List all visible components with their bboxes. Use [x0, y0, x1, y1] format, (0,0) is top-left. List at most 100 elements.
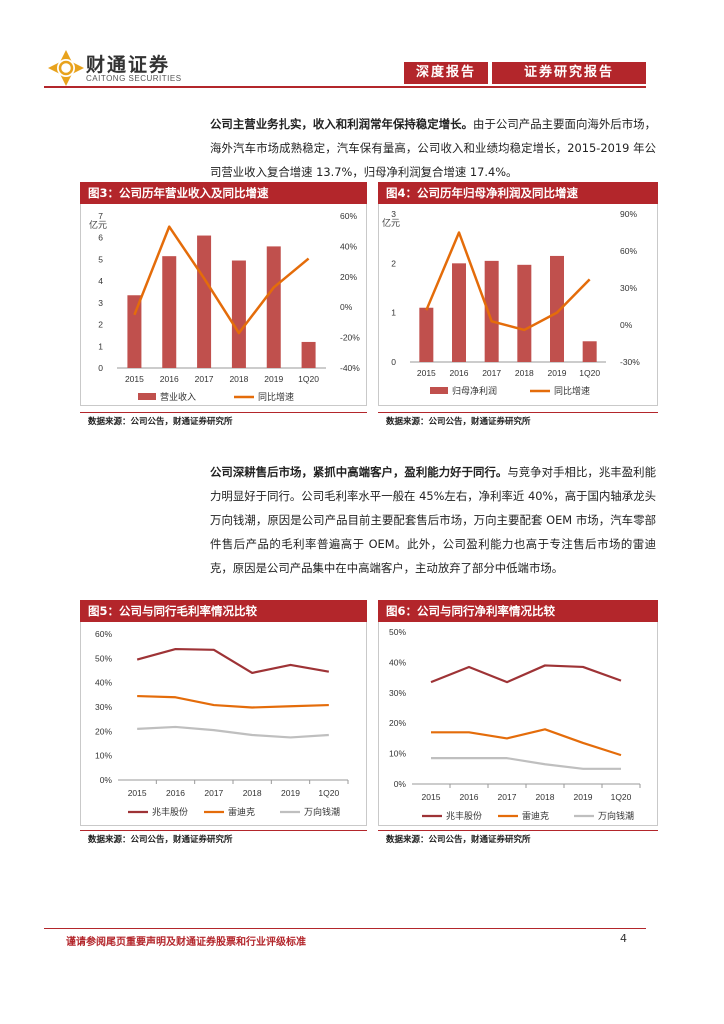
x-tick-label: 2015: [417, 368, 436, 378]
fig4-source-line: [378, 412, 658, 413]
x-tick-label: 2018: [515, 368, 534, 378]
y-tick-label: 40%: [95, 678, 112, 688]
page-number: 4: [620, 932, 627, 945]
y-left-tick-label: 3: [98, 298, 103, 308]
y-left-tick-label: 2: [98, 320, 103, 330]
x-tick-label: 2017: [498, 792, 517, 802]
series-line: [137, 725, 329, 739]
y-tick-label: 20%: [95, 726, 112, 736]
y-right-tick-label: 90%: [620, 209, 637, 219]
bar: [484, 260, 499, 362]
x-tick-label: 2019: [281, 788, 300, 798]
x-tick-label: 2019: [548, 368, 567, 378]
x-tick-label: 2015: [125, 374, 144, 384]
y-left-tick-label: 5: [98, 254, 103, 264]
bar: [266, 246, 281, 368]
y-unit-label: 亿元: [382, 217, 400, 228]
paragraph-body: 与竞争对手相比，兆丰盈利能力明显好于同行。公司毛利率水平一般在 45%左右，净利…: [210, 465, 656, 575]
bar: [550, 255, 564, 362]
fig3-title: 图3：公司历年营业收入及同比增速: [80, 182, 367, 204]
paragraph-margin: 公司深耕售后市场，紧抓中高端客户，盈利能力好于同行。与竞争对手相比，兆丰盈利能力…: [210, 460, 656, 580]
fig6-source: 数据来源：公司公告，财通证券研究所: [386, 835, 531, 845]
fig6-frame: [378, 622, 658, 826]
bar: [419, 307, 434, 362]
fig5-source-line: [80, 830, 367, 831]
x-tick-label: 2016: [160, 374, 179, 384]
fig3-frame: [80, 204, 367, 406]
legend-label: 同比增速: [554, 385, 590, 396]
x-tick-label: 2015: [128, 788, 147, 798]
fig5-chart: 0% 10% 20% 30% 40% 50% 60% 2015 2016 2017 2018 2019…: [95, 629, 349, 817]
y-tick-label: 30%: [95, 702, 112, 712]
fig4-chart: 亿元 0 1 2 3 -30% 0% 30% 60% 90% 2015 2016 2017 2018 201…: [382, 209, 640, 396]
y-right-tick-label: 40%: [340, 241, 357, 251]
fig5-frame: [80, 622, 367, 826]
paragraph-body: 由于公司产品主要面向海外后市场，海外汽车市场成熟稳定，汽车保有量高，公司收入和业…: [210, 117, 656, 179]
legend-label: 兆丰股份: [446, 810, 482, 821]
bar: [231, 260, 246, 368]
x-tick-label: 2016: [460, 792, 479, 802]
y-unit-label: 亿元: [89, 219, 107, 230]
bar: [517, 264, 532, 362]
series-line: [430, 664, 622, 684]
series-line-growth: [425, 231, 591, 332]
bar: [582, 341, 597, 362]
footer-disclaimer-link[interactable]: 谨请参阅尾页重要声明及财通证券股票和行业评级标准: [66, 937, 306, 948]
fig4-source: 数据来源：公司公告，财通证券研究所: [386, 417, 531, 427]
header-divider: [44, 86, 646, 88]
legend-swatch-bar: [138, 393, 156, 400]
bar: [162, 256, 177, 368]
x-tick-label: 2017: [482, 368, 501, 378]
y-tick-label: 0%: [100, 775, 113, 785]
x-tick-label: 1Q20: [579, 368, 600, 378]
fig4-frame: [378, 204, 658, 406]
x-tick-label: 2019: [264, 374, 283, 384]
bar: [452, 263, 466, 362]
x-tick-label: 2018: [536, 792, 555, 802]
y-tick-label: 0%: [394, 779, 407, 789]
fig6-title: 图6：公司与同行净利率情况比较: [378, 600, 658, 622]
y-tick-label: 10%: [389, 749, 406, 759]
series-line: [136, 647, 330, 675]
y-left-tick-label: 4: [98, 276, 103, 286]
fig3-source-line: [80, 412, 367, 413]
paragraph-lead: 公司主营业务扎实，收入和利润常年保持稳定增长。: [210, 117, 474, 131]
series-line: [431, 728, 622, 757]
report-category-tag: 证券研究报告: [492, 62, 646, 84]
y-tick-label: 50%: [95, 653, 112, 663]
legend-label: 营业收入: [160, 391, 196, 402]
series-line: [431, 757, 621, 770]
legend-label: 万向钱潮: [598, 810, 634, 821]
y-tick-label: 40%: [389, 657, 406, 667]
legend-label: 雷迪克: [228, 806, 255, 817]
y-tick-label: 60%: [95, 629, 112, 639]
legend-label: 同比增速: [258, 391, 294, 402]
y-right-tick-label: -30%: [620, 357, 640, 367]
series-line: [137, 694, 329, 709]
caitong-logo-icon: [48, 50, 84, 86]
fig6-chart: 0% 10% 20% 30% 40% 50% 2015 2016 2017 2018 2019 1Q2…: [389, 627, 641, 821]
y-right-tick-label: 30%: [620, 283, 637, 293]
legend-label: 万向钱潮: [304, 806, 340, 817]
fig4-title: 图4：公司历年归母净利润及同比增速: [378, 182, 658, 204]
x-tick-label: 1Q20: [318, 788, 339, 798]
footer-divider: [44, 928, 646, 929]
bar: [301, 341, 316, 368]
paragraph-revenue: 公司主营业务扎实，收入和利润常年保持稳定增长。由于公司产品主要面向海外后市场，海…: [210, 112, 656, 184]
x-tick-label: 2017: [195, 374, 214, 384]
y-right-tick-label: 0%: [620, 320, 633, 330]
series-line-growth: [133, 225, 310, 335]
x-tick-label: 2018: [229, 374, 248, 384]
x-tick-label: 2016: [166, 788, 185, 798]
bar: [127, 295, 142, 368]
y-tick-label: 10%: [95, 751, 112, 761]
legend-label: 归母净利润: [452, 385, 497, 396]
y-left-tick-label: 0: [391, 357, 396, 367]
brand-name-en: CAITONG SECURITIES: [86, 74, 182, 83]
y-tick-label: 20%: [389, 718, 406, 728]
y-right-tick-label: 60%: [340, 211, 357, 221]
x-tick-label: 2017: [204, 788, 223, 798]
fig3-chart: 亿元 0 1 2 3 4 5 6 7 -40% -20% 0% 20% 40% 60% 2015 2016 201…: [89, 211, 360, 402]
legend-label: 兆丰股份: [152, 806, 188, 817]
fig5-title: 图5：公司与同行毛利率情况比较: [80, 600, 367, 622]
